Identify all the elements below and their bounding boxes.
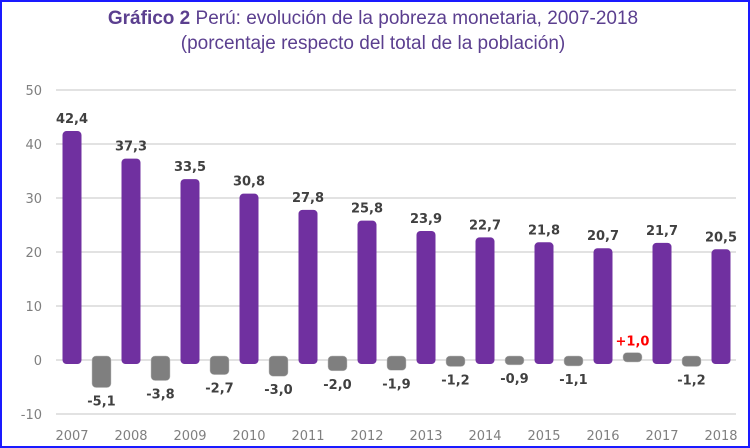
y-tick-label: 30 bbox=[25, 192, 42, 207]
bars bbox=[62, 131, 731, 388]
value-labels: 42,4 37,3 33,5 30,8 27,8 25,8 23,9 22,7 21,8 20,7… bbox=[56, 112, 737, 410]
value-label-2011: 27,8 bbox=[292, 191, 324, 206]
x-tick-label: 2011 bbox=[291, 429, 324, 444]
value-label-2007: 42,4 bbox=[56, 112, 88, 127]
change-bar-2012-2013 bbox=[386, 355, 407, 371]
bar-2018 bbox=[711, 249, 731, 364]
change-bar-2014-2015 bbox=[504, 355, 525, 366]
x-tick-label: 2018 bbox=[704, 429, 737, 444]
value-label-2009: 33,5 bbox=[174, 160, 206, 175]
y-tick-label: 20 bbox=[25, 246, 42, 261]
change-bar-2008-2009 bbox=[150, 355, 171, 381]
x-tick-label: 2017 bbox=[645, 429, 678, 444]
bar-2010 bbox=[239, 193, 259, 364]
y-tick-label: 0 bbox=[34, 354, 42, 369]
bar-2015 bbox=[534, 242, 554, 364]
x-tick-label: 2014 bbox=[468, 429, 501, 444]
value-label-2013: 23,9 bbox=[410, 212, 442, 227]
title-figure-number: Gráfico 2 bbox=[107, 8, 191, 29]
change-bar-2017-2018 bbox=[681, 355, 702, 367]
title-line-1: Gráfico 2 Perú: evolución de la pobreza … bbox=[0, 6, 746, 31]
change-bar-2010-2011 bbox=[268, 355, 289, 377]
title-main-text: Perú: evolución de la pobreza monetaria,… bbox=[190, 8, 639, 29]
bar-2011 bbox=[298, 209, 318, 364]
value-label-2012: 25,8 bbox=[351, 202, 383, 217]
change-bar-2013-2014 bbox=[445, 355, 466, 367]
change-label-2009-2010: -2,7 bbox=[205, 382, 233, 397]
bar-2009 bbox=[180, 179, 200, 364]
change-label-2017-2018: -1,2 bbox=[677, 373, 705, 388]
x-tick-label: 2016 bbox=[586, 429, 619, 444]
bar-2017 bbox=[652, 242, 672, 364]
value-label-2008: 37,3 bbox=[115, 140, 147, 155]
change-label-2011-2012: -2,0 bbox=[323, 378, 351, 393]
value-label-2015: 21,8 bbox=[528, 223, 560, 238]
title-line-2: (porcentaje respecto del total de la pob… bbox=[180, 33, 566, 54]
value-label-2014: 22,7 bbox=[469, 218, 501, 233]
change-bar-2011-2012 bbox=[327, 355, 348, 372]
x-tick-label: 2009 bbox=[173, 429, 206, 444]
x-tick-label: 2007 bbox=[55, 429, 88, 444]
x-tick-label: 2008 bbox=[114, 429, 147, 444]
x-tick-label: 2015 bbox=[527, 429, 560, 444]
y-axis-ticks: -10 0 10 20 30 40 50 bbox=[21, 84, 42, 423]
change-label-2007-2008: -5,1 bbox=[87, 395, 115, 410]
change-label-2010-2011: -3,0 bbox=[264, 383, 292, 398]
value-label-2017: 21,7 bbox=[646, 224, 678, 239]
change-bar-2016-2017 bbox=[622, 352, 643, 363]
x-tick-label: 2010 bbox=[232, 429, 265, 444]
bar-2012 bbox=[357, 220, 377, 364]
y-tick-label: -10 bbox=[21, 408, 42, 423]
x-tick-label: 2012 bbox=[350, 429, 383, 444]
bar-2013 bbox=[416, 230, 436, 364]
bar-2016 bbox=[593, 248, 613, 364]
change-label-2012-2013: -1,9 bbox=[382, 377, 410, 392]
value-label-2018: 20,5 bbox=[705, 230, 737, 245]
change-label-2015-2016: -1,1 bbox=[559, 373, 587, 388]
change-bar-2007-2008 bbox=[91, 355, 112, 388]
y-tick-label: 40 bbox=[25, 138, 42, 153]
value-label-2016: 20,7 bbox=[587, 229, 619, 244]
x-axis-ticks: 2007 2008 2009 2010 2011 2012 2013 2014 2015 2016… bbox=[55, 429, 737, 444]
change-bar-2015-2016 bbox=[563, 355, 584, 367]
bar-2008 bbox=[121, 158, 141, 364]
bar-2007 bbox=[62, 131, 82, 364]
x-tick-label: 2013 bbox=[409, 429, 442, 444]
change-label-2008-2009: -3,8 bbox=[146, 388, 174, 403]
chart-title: Gráfico 2 Perú: evolución de la pobreza … bbox=[0, 6, 746, 56]
value-label-2010: 30,8 bbox=[233, 175, 265, 190]
bar-2014 bbox=[475, 237, 495, 364]
change-bar-2009-2010 bbox=[209, 355, 230, 375]
y-tick-label: 10 bbox=[25, 300, 42, 315]
change-label-2013-2014: -1,2 bbox=[441, 373, 469, 388]
y-tick-label: 50 bbox=[25, 84, 42, 99]
change-label-2016-2017: +1,0 bbox=[616, 335, 650, 350]
gridlines bbox=[56, 89, 736, 415]
change-label-2014-2015: -0,9 bbox=[500, 372, 528, 387]
